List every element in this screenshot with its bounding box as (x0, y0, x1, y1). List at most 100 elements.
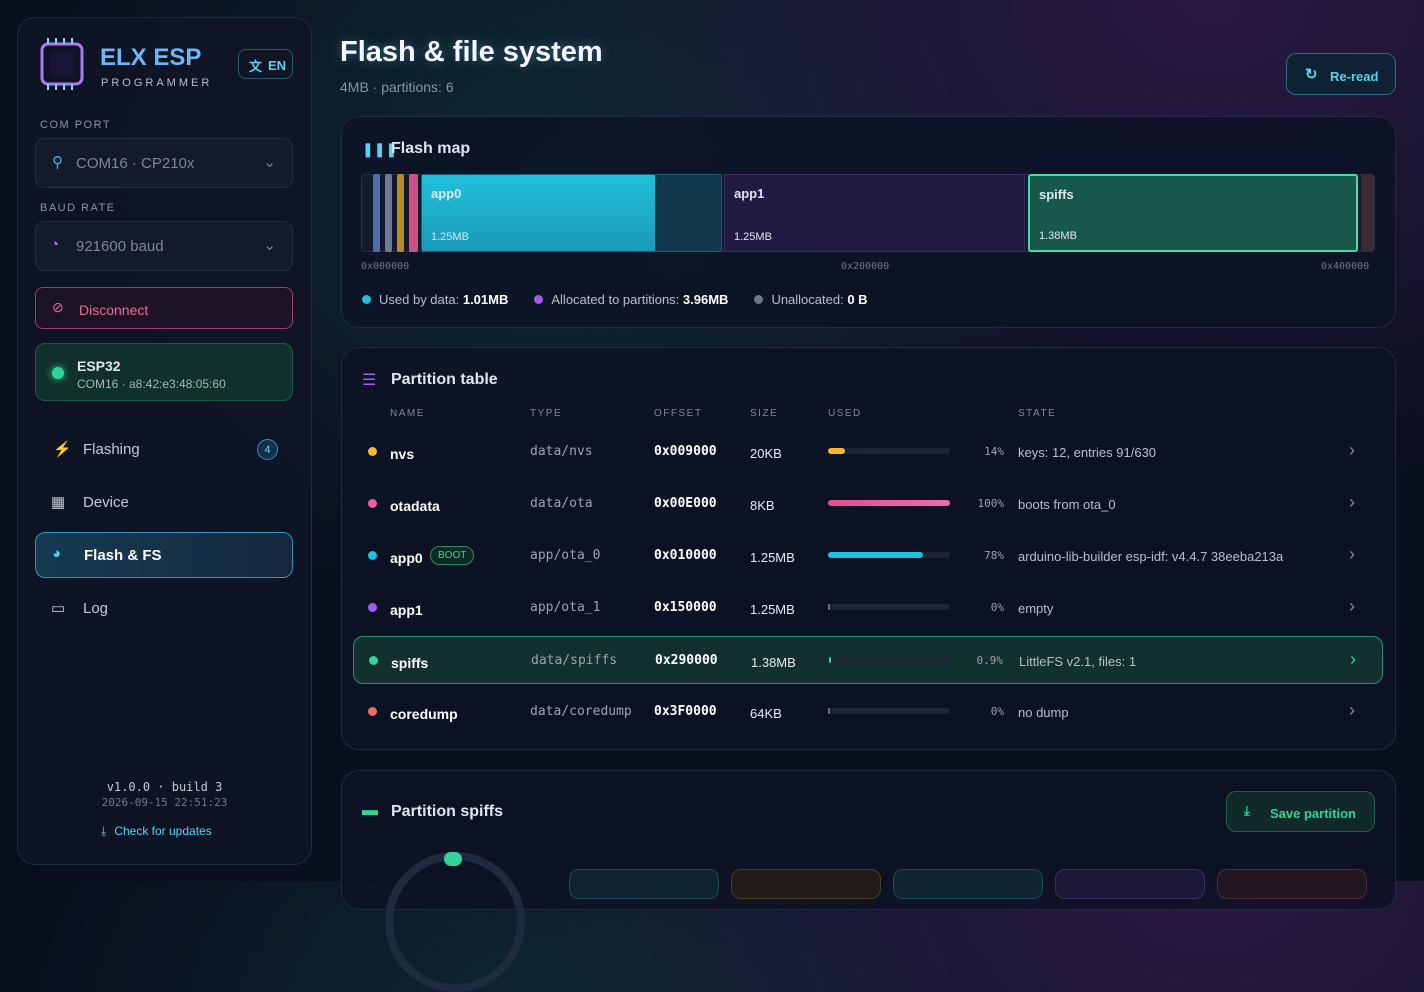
column-header: STATE (1018, 408, 1057, 419)
partition-name: otadata (390, 498, 440, 514)
status-dot (368, 499, 377, 508)
partition-name: app0 (390, 550, 423, 566)
partition-size: 1.38MB (751, 655, 796, 670)
column-header: TYPE (530, 408, 563, 419)
column-header: OFFSET (654, 408, 703, 419)
folder-icon: ▬ (362, 802, 378, 819)
segment-app0[interactable]: app0 1.25MB (421, 174, 722, 252)
status-dot (368, 603, 377, 612)
status-dot (369, 656, 378, 665)
reread-label: Re-read (1330, 69, 1379, 84)
partition-row[interactable]: app0 BOOT app/ota_0 0x010000 1.25MB 78% arduin… (353, 532, 1383, 580)
partition-state: boots from ota_0 (1018, 497, 1116, 512)
com-port-select[interactable]: ⚲ COM16 · CP210x ⌄ (35, 138, 293, 188)
disconnect-button[interactable]: ⊘ Disconnect (35, 287, 293, 329)
partition-offset: 0x3F0000 (654, 704, 717, 719)
device-card: ESP32 COM16 · a8:42:e3:48:05:60 (35, 343, 293, 401)
save-partition-button[interactable]: ⤓ Save partition (1226, 791, 1375, 832)
logo (40, 38, 84, 90)
disconnect: Disconnect (79, 302, 149, 318)
usage-label: 0% (990, 705, 1004, 718)
brand-sub: PROGRAMMER (101, 77, 213, 89)
partition-type: data/coredump (530, 704, 632, 719)
usage-label: 100% (977, 497, 1005, 510)
segment-size: 1.38MB (1039, 230, 1077, 242)
reread-button[interactable]: ↻ Re-read (1286, 53, 1396, 95)
partition-state: no dump (1018, 705, 1069, 720)
partition-panel-title: Partition spiffs (391, 803, 504, 820)
partition-row[interactable]: otadata data/ota 0x00E000 8KB 100% boots from… (353, 480, 1383, 528)
check-updates-label: Check for updates (114, 824, 212, 838)
stat-card (1217, 869, 1367, 899)
nav-flash-fs[interactable]: ◕ Flash & FS (35, 532, 293, 578)
com-port-label: COM PORT (40, 119, 112, 131)
language-button[interactable]: 文 EN (238, 49, 293, 79)
version: v1.0.0 · build 3 (106, 780, 223, 794)
flash-legend: Used by data: 1.01MB Allocated to partit… (362, 292, 868, 307)
partition-size: 8KB (750, 498, 775, 513)
stat-card (569, 869, 719, 899)
address: 0x000000 (361, 261, 410, 272)
partition-row[interactable]: coredump data/coredump 0x3F0000 64KB 0% no du… (353, 688, 1383, 736)
chevron: › (1349, 596, 1355, 616)
partition-row[interactable]: app1 app/ota_1 0x150000 1.25MB 0% empty › (353, 584, 1383, 632)
check-updates[interactable]: ⤓ Check for updates (101, 824, 212, 838)
partition-row[interactable]: spiffs data/spiffs 0x290000 1.38MB 0.9% Littl… (353, 636, 1383, 684)
column-header: USED (828, 408, 862, 419)
chevron: › (1350, 649, 1356, 669)
partition-type: app/ota_0 (530, 548, 601, 563)
partition-type: data/spiffs (531, 653, 618, 668)
partition-size: 1.25MB (750, 550, 795, 565)
status-dot (368, 551, 377, 560)
usage-track (829, 657, 951, 663)
page-title: Flash & file system (340, 36, 603, 68)
chevron: › (1349, 440, 1355, 460)
legend-value: 1.01MB (462, 292, 509, 307)
stat-card (893, 869, 1043, 899)
column-header: SIZE (750, 408, 779, 419)
legend-item: Used by data: 1.01MB (362, 292, 508, 307)
segment-app1[interactable]: app1 1.25MB (724, 174, 1025, 252)
device-name: ESP32 (77, 358, 121, 374)
segment-name: app0 (431, 186, 462, 201)
segment-spiffs[interactable]: spiffs 1.38MB (1028, 174, 1358, 252)
chevron: › (1349, 700, 1355, 720)
baud: 921600 baud (76, 238, 164, 255)
usage-label: 0% (990, 601, 1004, 614)
partition-offset: 0x010000 (654, 548, 717, 563)
flash-map-icon: ❚❚❚ (362, 141, 398, 157)
device-detail: COM16 · a8:42:e3:48:05:60 (77, 377, 226, 391)
nav-label: Flash & FS (84, 547, 162, 564)
nav-label: Device (83, 494, 129, 511)
legend-label: Unallocated: (771, 292, 844, 307)
nav-log[interactable]: ▭ Log (51, 600, 109, 617)
usage-label: 78% (984, 549, 1004, 562)
baud-label: BAUD RATE (40, 202, 116, 214)
partition-offset: 0x009000 (654, 444, 717, 459)
nav-device[interactable]: ▦ Device (51, 494, 129, 511)
partition-state: empty (1018, 601, 1054, 616)
column-header: NAME (390, 408, 425, 419)
partition-row[interactable]: nvs data/nvs 0x009000 20KB 14% keys: 12, entr… (353, 428, 1383, 476)
usage-bar (828, 552, 924, 558)
segment-size: 1.25MB (734, 231, 772, 243)
chevron: › (1349, 544, 1355, 564)
brand: ELX ESP (100, 44, 202, 71)
legend-label: Used by data: (379, 292, 460, 307)
table-icon: ☰ (362, 372, 377, 389)
partition-name: nvs (390, 446, 415, 462)
usage-track (828, 604, 950, 610)
address: 0x400000 (1321, 261, 1370, 272)
segment-small (1361, 174, 1374, 252)
partition-state: LittleFS v2.1, files: 1 (1019, 654, 1137, 669)
flash-map-title: Flash map (391, 140, 471, 157)
usage-track (828, 448, 950, 454)
baud-select[interactable]: ◔ 921600 baud ⌄ (35, 221, 293, 271)
boot-badge: BOOT (430, 546, 475, 565)
nav-flashing[interactable]: ⚡ Flashing 4 (35, 427, 293, 473)
usage-track (828, 708, 950, 714)
table-title: Partition table (391, 371, 498, 388)
usage-bar (829, 657, 831, 663)
nav-label: Log (83, 600, 109, 617)
segment-size: 1.25MB (431, 231, 469, 243)
